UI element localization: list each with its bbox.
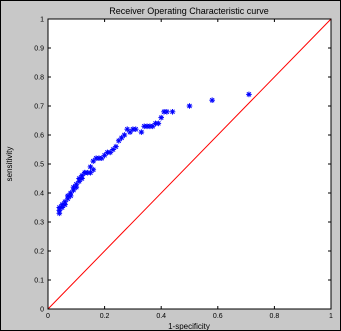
reference-line [47,18,332,310]
data-point [169,109,176,115]
data-point [246,91,252,98]
data-point [209,97,215,103]
y-tick-label: 0.6 [34,133,44,140]
y-tick-label: 0.9 [34,46,44,53]
x-tick-label: 1 [329,313,333,320]
data-point [155,120,162,127]
x-tick-label: 0.8 [270,313,280,320]
data-point [121,132,128,138]
marker-layer [56,91,252,217]
data-point [138,129,145,135]
x-tick-label: 0.6 [213,313,223,320]
y-tick-label: 0.1 [34,278,44,285]
axis-ticks: 0 0.2 0.4 0.6 0.8 1 0 0.1 0.2 0.3 0.4 0.5 0.6 0.7 0.8 0… [34,17,333,321]
data-point [132,126,139,132]
data-point [158,114,164,121]
y-tick-label: 0.8 [34,75,44,82]
data-point [113,143,119,150]
reference-line-layer [47,18,332,310]
y-tick-label: 0.4 [34,191,44,198]
data-point [90,167,97,173]
y-tick-label: 0.5 [34,162,44,169]
y-tick-label: 0.3 [34,220,44,227]
y-tick-label: 0 [40,307,44,314]
x-axis-label: 1-specificity [168,322,210,330]
y-tick-label: 0.7 [34,104,44,111]
x-tick-label: 0.4 [156,313,166,320]
x-tick-label: 0.2 [100,313,110,320]
y-axis-label: sensitivity [5,147,14,182]
x-tick-label: 0 [46,313,50,320]
y-tick-label: 1 [40,17,44,24]
data-point [164,109,170,115]
data-point [186,103,193,109]
chart-title: Receiver Operating Characteristic curve [109,6,269,16]
data-point [87,169,94,176]
data-point [127,129,133,135]
y-tick-label: 0.2 [34,249,44,256]
